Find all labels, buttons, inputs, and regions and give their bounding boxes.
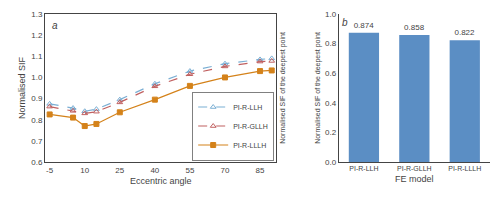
svg-text:0.6: 0.6: [325, 69, 337, 78]
svg-text:FE model: FE model: [395, 174, 434, 184]
svg-text:Normalised SIF: Normalised SIF: [17, 56, 27, 119]
svg-text:1.0: 1.0: [31, 73, 43, 82]
svg-text:0.7: 0.7: [31, 137, 43, 146]
svg-text:0.4: 0.4: [325, 99, 337, 108]
svg-text:a: a: [52, 20, 58, 31]
svg-text:0.8: 0.8: [325, 39, 337, 48]
svg-text:0.0: 0.0: [325, 158, 337, 167]
svg-text:-5: -5: [46, 166, 54, 175]
svg-text:85: 85: [256, 166, 265, 175]
svg-text:10: 10: [80, 166, 89, 175]
svg-text:0.2: 0.2: [325, 128, 337, 137]
svg-text:Normalised SIF of the deepest: Normalised SIF of the deepest point: [314, 32, 322, 144]
svg-text:1.2: 1.2: [31, 31, 43, 40]
svg-text:0.822: 0.822: [454, 28, 475, 37]
svg-text:0.8: 0.8: [31, 116, 43, 125]
svg-text:0.858: 0.858: [404, 23, 425, 32]
svg-text:Normalised SIF of the deepest: Normalised SIF of the deepest point: [279, 32, 287, 144]
svg-text:70: 70: [221, 166, 230, 175]
svg-text:PI-R-LLLH: PI-R-LLLH: [233, 142, 266, 149]
svg-text:Eccentric angle: Eccentric angle: [130, 176, 192, 186]
svg-text:0.874: 0.874: [354, 21, 375, 30]
svg-text:25: 25: [115, 166, 124, 175]
svg-text:0.9: 0.9: [31, 94, 43, 103]
svg-text:PI-R-LLLH: PI-R-LLLH: [448, 165, 481, 172]
svg-text:b: b: [342, 17, 348, 28]
svg-text:0.6: 0.6: [31, 158, 43, 167]
svg-text:1.0: 1.0: [325, 10, 337, 19]
svg-text:40: 40: [150, 166, 159, 175]
svg-text:PI-R-GLLH: PI-R-GLLH: [397, 165, 432, 172]
svg-text:1.1: 1.1: [31, 52, 43, 61]
svg-text:PI-R-LLH: PI-R-LLH: [233, 104, 262, 111]
svg-text:PI-R-LLH: PI-R-LLH: [349, 165, 378, 172]
svg-text:55: 55: [185, 166, 194, 175]
svg-text:PI-R-GLLH: PI-R-GLLH: [233, 123, 268, 130]
svg-text:1.3: 1.3: [31, 10, 43, 19]
